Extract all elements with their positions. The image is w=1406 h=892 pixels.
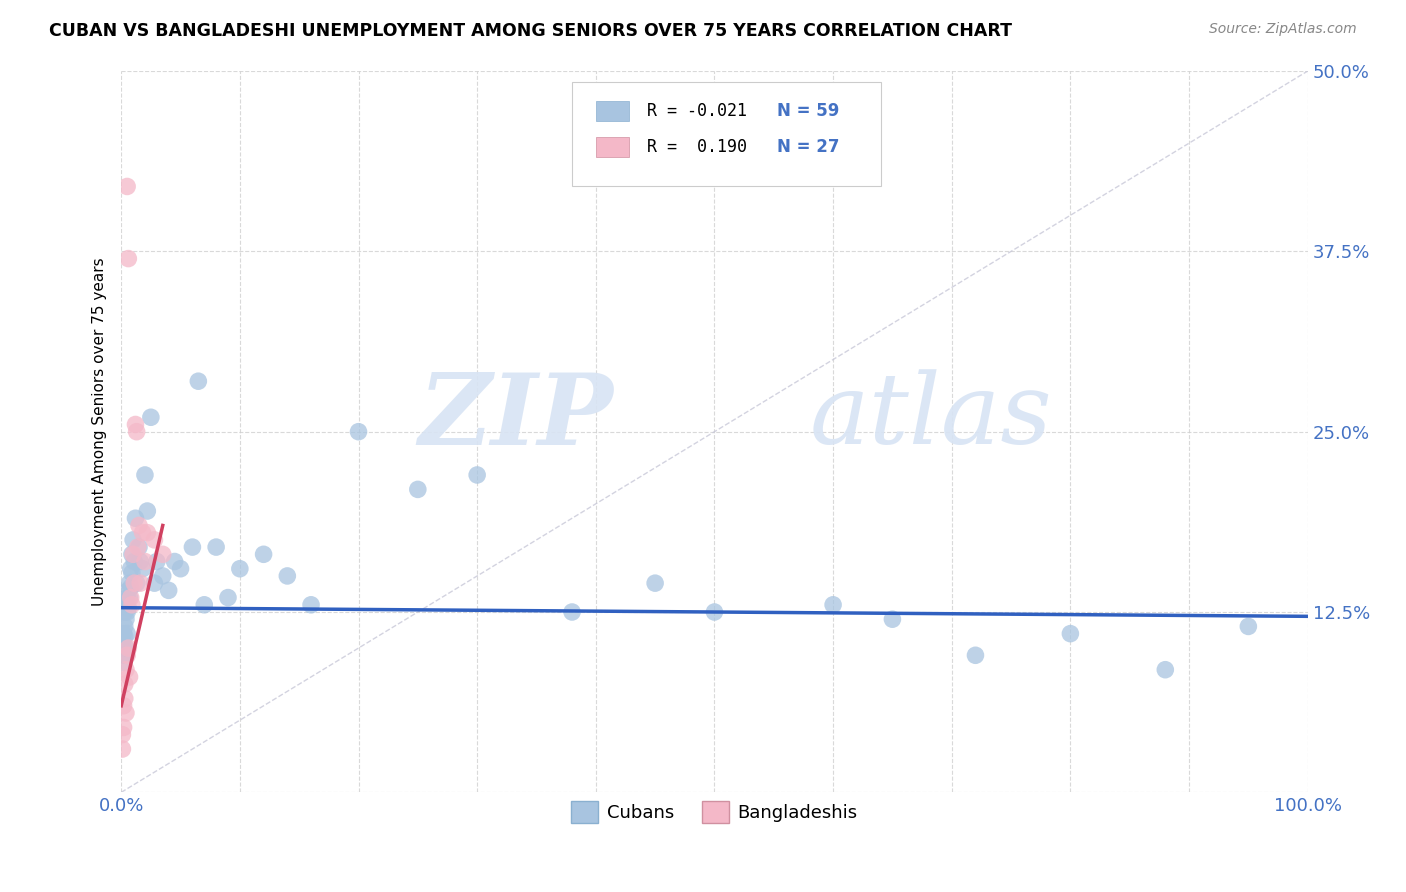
Point <box>128 518 150 533</box>
Point <box>217 591 239 605</box>
Point <box>117 641 139 656</box>
Point <box>1237 619 1260 633</box>
Point <box>561 605 583 619</box>
Text: R =  0.190: R = 0.190 <box>647 137 747 156</box>
Point <box>122 547 145 561</box>
Point <box>117 583 139 598</box>
Point <box>136 525 159 540</box>
Point <box>128 540 150 554</box>
Point <box>465 467 488 482</box>
Point <box>115 591 138 605</box>
Point <box>115 706 138 720</box>
Point <box>115 641 138 656</box>
Point <box>111 633 134 648</box>
Point <box>157 583 180 598</box>
Text: atlas: atlas <box>810 369 1052 465</box>
Point <box>111 648 134 663</box>
Point <box>117 252 139 266</box>
Point <box>131 562 153 576</box>
Point <box>120 581 142 595</box>
Point <box>127 540 149 554</box>
Point <box>143 576 166 591</box>
Point <box>114 691 136 706</box>
Point <box>152 547 174 561</box>
Point <box>118 576 141 591</box>
Point <box>114 619 136 633</box>
Point <box>112 656 135 670</box>
Point <box>115 648 138 663</box>
FancyBboxPatch shape <box>572 82 880 186</box>
Point <box>129 555 152 569</box>
Point <box>163 555 186 569</box>
FancyBboxPatch shape <box>596 136 628 157</box>
Point <box>276 569 298 583</box>
Y-axis label: Unemployment Among Seniors over 75 years: Unemployment Among Seniors over 75 years <box>93 258 107 606</box>
Point <box>229 562 252 576</box>
Point <box>124 417 146 432</box>
Point <box>205 540 228 554</box>
Point <box>117 600 139 615</box>
Point <box>823 598 845 612</box>
Point <box>347 425 370 439</box>
Point <box>644 576 666 591</box>
Point <box>115 179 138 194</box>
Point <box>124 511 146 525</box>
Point <box>112 720 135 734</box>
Point <box>125 425 148 439</box>
Point <box>146 555 169 569</box>
Point <box>121 566 143 580</box>
Point <box>111 742 134 756</box>
Text: CUBAN VS BANGLADESHI UNEMPLOYMENT AMONG SENIORS OVER 75 YEARS CORRELATION CHART: CUBAN VS BANGLADESHI UNEMPLOYMENT AMONG … <box>49 22 1012 40</box>
Point <box>1059 626 1081 640</box>
Point <box>299 598 322 612</box>
Point <box>120 591 142 605</box>
Point <box>1154 663 1177 677</box>
Point <box>134 555 156 569</box>
Point <box>193 598 215 612</box>
Point <box>121 547 143 561</box>
Point <box>121 598 143 612</box>
Point <box>139 410 162 425</box>
Point <box>112 626 135 640</box>
Point <box>112 641 135 656</box>
Point <box>134 467 156 482</box>
Point <box>115 663 138 677</box>
Point <box>114 605 136 619</box>
Point <box>115 612 138 626</box>
Point <box>152 569 174 583</box>
Point <box>252 547 274 561</box>
Point <box>118 591 141 605</box>
Text: R = -0.021: R = -0.021 <box>647 102 747 120</box>
Point <box>125 576 148 591</box>
Text: N = 59: N = 59 <box>778 102 839 120</box>
Point <box>406 483 429 497</box>
Point <box>965 648 987 663</box>
Point <box>129 576 152 591</box>
Point <box>882 612 904 626</box>
Point <box>115 598 138 612</box>
Point <box>118 670 141 684</box>
Point <box>111 728 134 742</box>
Point <box>120 562 142 576</box>
Point <box>703 605 725 619</box>
Text: N = 27: N = 27 <box>778 137 839 156</box>
Point <box>115 605 138 619</box>
Point <box>114 630 136 644</box>
Point <box>114 677 136 691</box>
Point <box>122 533 145 547</box>
Point <box>131 525 153 540</box>
Point <box>143 533 166 547</box>
Point <box>187 374 209 388</box>
Point <box>169 562 191 576</box>
Point <box>136 504 159 518</box>
Point <box>181 540 204 554</box>
Point <box>115 626 138 640</box>
Point <box>122 576 145 591</box>
Text: ZIP: ZIP <box>419 369 613 466</box>
Legend: Cubans, Bangladeshis: Cubans, Bangladeshis <box>564 794 865 830</box>
Point <box>122 555 145 569</box>
FancyBboxPatch shape <box>596 101 628 120</box>
Point <box>112 698 135 713</box>
Text: Source: ZipAtlas.com: Source: ZipAtlas.com <box>1209 22 1357 37</box>
